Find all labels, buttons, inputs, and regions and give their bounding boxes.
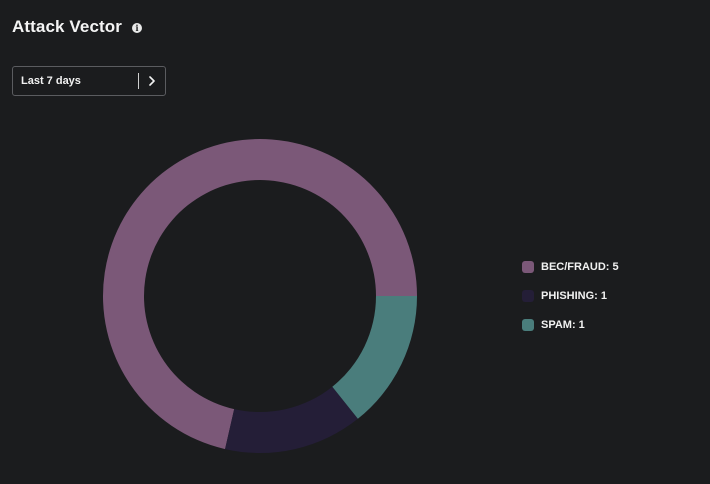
legend-swatch bbox=[522, 319, 534, 331]
date-range-select[interactable]: Last 7 days bbox=[12, 66, 166, 96]
donut-slice-spam[interactable] bbox=[332, 296, 417, 419]
legend-swatch bbox=[522, 261, 534, 273]
date-range-label: Last 7 days bbox=[21, 75, 81, 87]
info-icon[interactable]: i bbox=[131, 22, 142, 33]
legend-label: BEC/FRAUD: 5 bbox=[541, 261, 619, 273]
chart-legend: BEC/FRAUD: 5 PHISHING: 1 SPAM: 1 bbox=[522, 260, 619, 347]
donut-slice-phishing[interactable] bbox=[225, 386, 358, 453]
legend-label: SPAM: 1 bbox=[541, 319, 585, 331]
legend-item[interactable]: BEC/FRAUD: 5 bbox=[522, 260, 619, 274]
legend-item[interactable]: PHISHING: 1 bbox=[522, 289, 619, 303]
range-divider bbox=[138, 73, 139, 89]
legend-swatch bbox=[522, 290, 534, 302]
chart-header: Attack Vector i bbox=[12, 17, 142, 37]
legend-label: PHISHING: 1 bbox=[541, 290, 608, 302]
legend-item[interactable]: SPAM: 1 bbox=[522, 318, 619, 332]
chart-title: Attack Vector bbox=[12, 17, 122, 36]
chevron-right-icon[interactable] bbox=[139, 67, 165, 95]
